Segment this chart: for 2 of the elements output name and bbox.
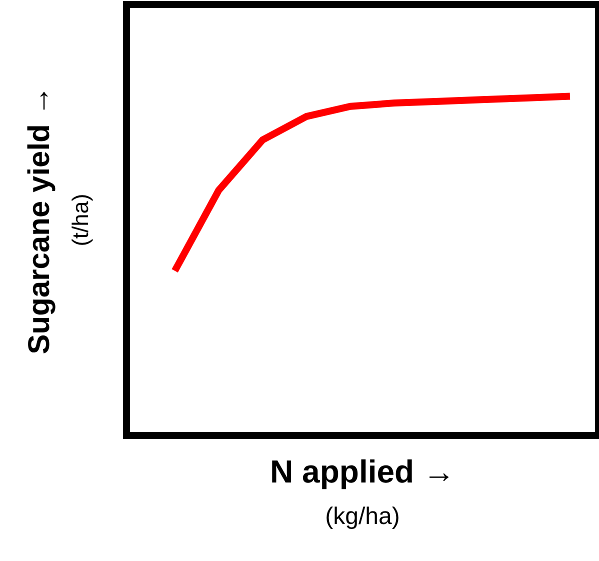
x-axis-title: N applied → (kg/ha) (270, 453, 455, 530)
y-axis-title: Sugarcane yield → (t/ha) (23, 86, 93, 354)
